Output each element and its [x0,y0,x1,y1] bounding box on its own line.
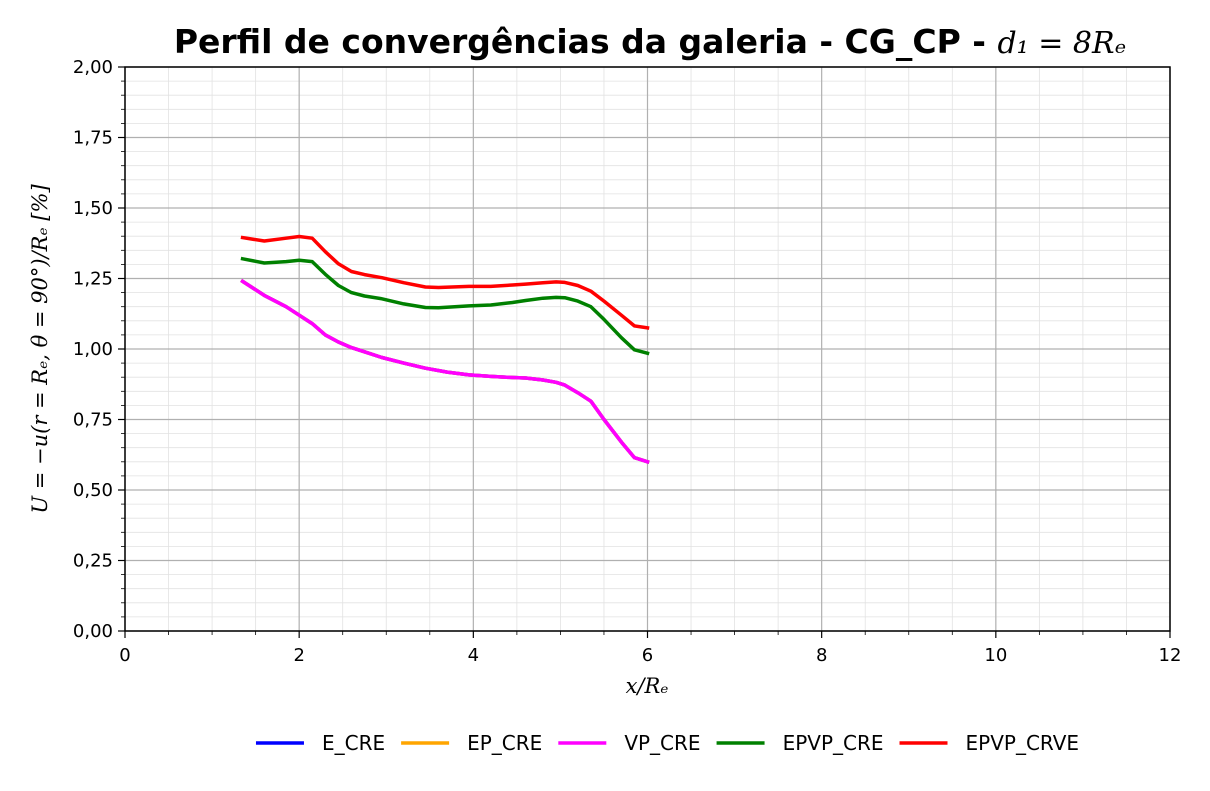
y-tick-label: 1,50 [73,198,113,219]
legend-label: VP_CRE [624,731,700,755]
legend: E_CRE EP_CRE VP_CRE EPVP_CRE EPVP_CRVE [255,731,1080,755]
series-line-epvp-crve [240,234,650,330]
y-tick-label: 0,50 [73,480,113,501]
series-line-vp-cre [240,278,650,465]
legend-label: EPVP_CRVE [966,731,1080,755]
y-axis-label: U = −u(r = Rₑ, θ = 90°)/Rₑ [%] [28,184,52,514]
legend-label: EP_CRE [467,731,542,755]
chart-title-math: d₁ = 8Rₑ [997,26,1126,61]
y-tick-label: 1,00 [73,339,113,360]
x-tick-label: 10 [984,645,1007,666]
x-tick-label: 2 [293,645,304,666]
x-tick-label: 0 [119,645,130,666]
y-tick-label: 0,00 [73,621,113,642]
y-tick-label: 1,75 [73,128,113,149]
series-layer [240,234,650,465]
series-line-epvp-cre [240,256,650,356]
chart-title-text: Perfil de convergências da galeria - CG_… [174,22,998,61]
x-axis-label: x/Rₑ [626,674,669,698]
ticks: 0 2 4 6 8 10 12 0,00 0,25 0,50 0,75 1,00 1,25 1,50 1,7… [73,57,1182,666]
legend-label: EPVP_CRE [783,731,884,755]
legend-label: E_CRE [322,731,385,755]
y-tick-label: 0,75 [73,410,113,431]
x-tick-label: 6 [642,645,653,666]
y-tick-label: 2,00 [73,57,113,78]
chart-title: Perfil de convergências da galeria - CG_… [174,22,1126,61]
x-tick-label: 12 [1159,645,1182,666]
x-tick-label: 8 [816,645,827,666]
x-tick-label: 4 [468,645,479,666]
y-tick-label: 1,25 [73,269,113,290]
y-tick-label: 0,25 [73,551,113,572]
